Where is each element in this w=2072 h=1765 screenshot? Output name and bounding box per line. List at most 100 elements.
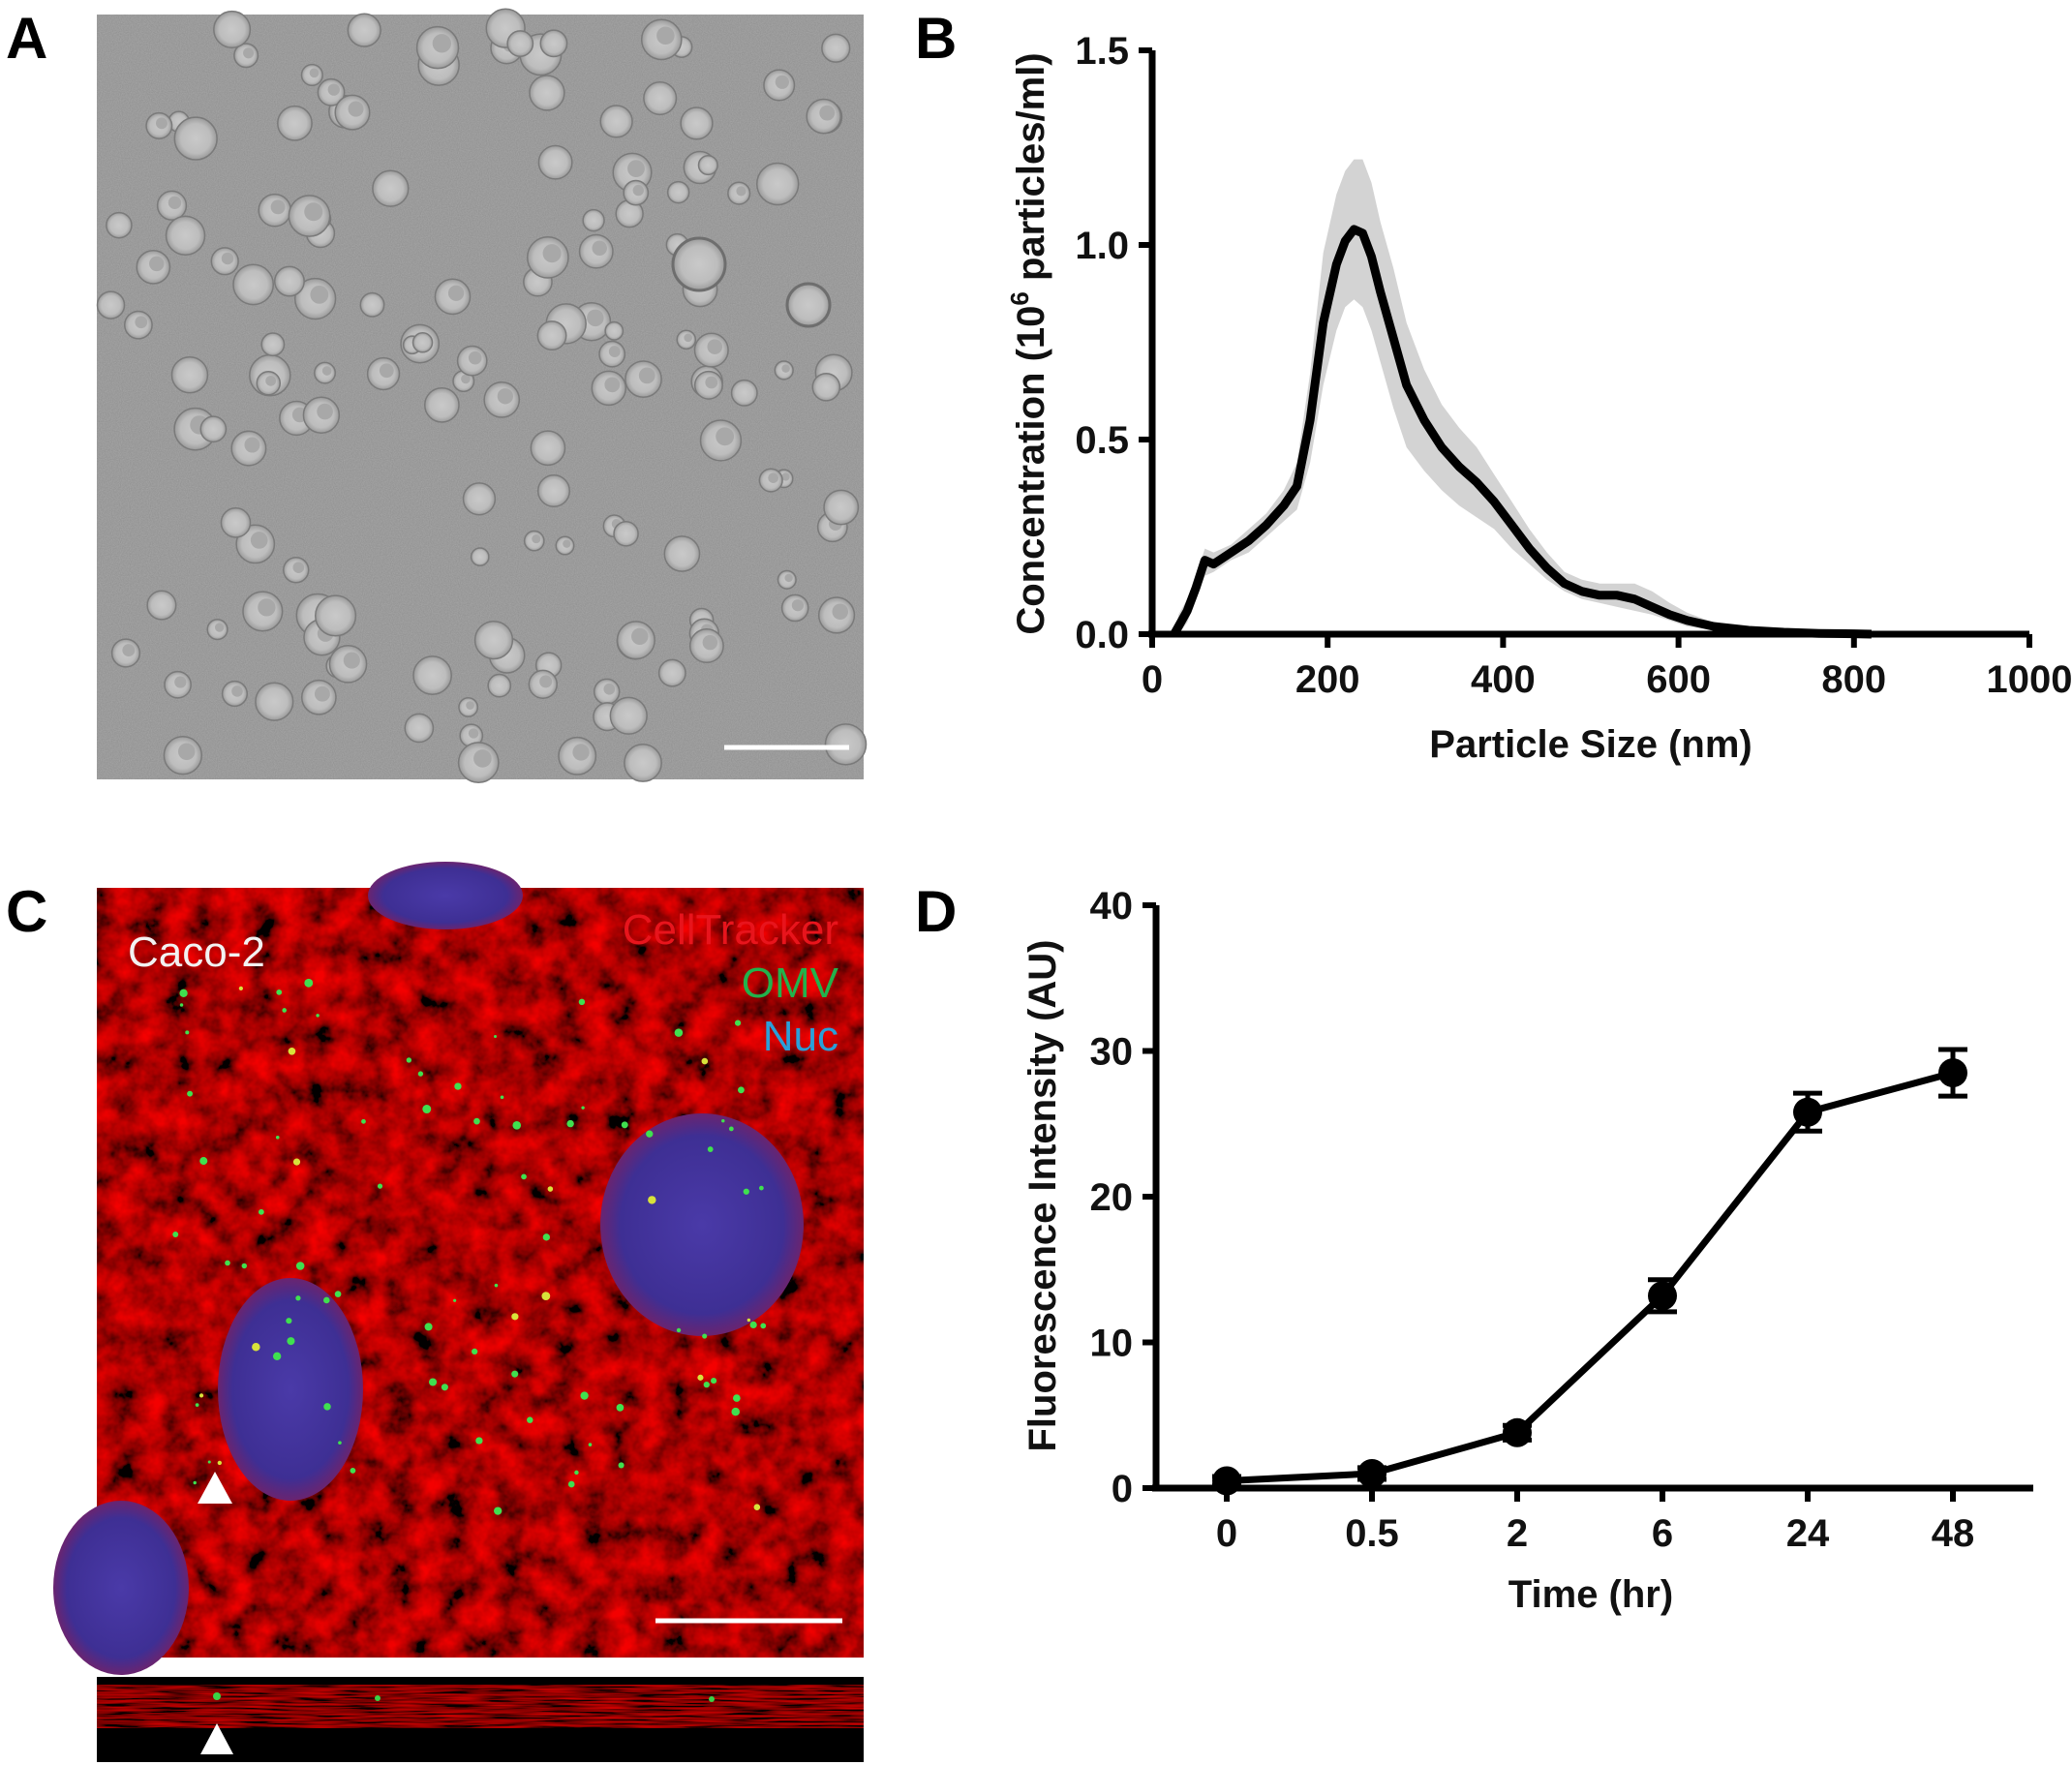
vesicle <box>823 489 860 526</box>
vesicle-cup <box>702 634 718 651</box>
omv-dot <box>578 998 586 1006</box>
vesicle-cup <box>587 309 604 327</box>
vesicle <box>255 682 294 721</box>
omv-dot <box>676 1327 682 1333</box>
vesicle <box>624 744 662 782</box>
omv-dot <box>574 1470 579 1476</box>
vesicle-cup <box>122 644 136 657</box>
omv-dot <box>674 1028 684 1037</box>
vesicle-cup <box>832 603 849 621</box>
vesicle-cup <box>736 186 747 197</box>
omv-dot <box>361 1118 366 1124</box>
b-x-tick-label: 200 <box>1295 658 1360 701</box>
omv-dot <box>454 1082 462 1090</box>
omv-dot <box>316 1014 320 1018</box>
vesicle-cup <box>532 534 541 544</box>
omv-dot <box>702 1333 708 1339</box>
vesicle <box>473 620 514 660</box>
vesicle-cup <box>327 83 340 96</box>
d-y-tick-label: 0 <box>1112 1468 1133 1510</box>
omv-dot <box>350 1467 356 1474</box>
vesicle-cup <box>348 101 364 117</box>
omv-dot <box>406 1057 412 1063</box>
vesicle <box>470 547 490 566</box>
b-x-tick-label: 1000 <box>1987 658 2072 701</box>
panel-a-letter: A <box>6 6 48 71</box>
omv-dot <box>475 1437 483 1445</box>
omv-dot <box>252 1343 260 1352</box>
omv-dot <box>527 1416 533 1423</box>
vesicle-cup <box>214 623 225 632</box>
vesicle-cup <box>784 573 793 583</box>
vesicle-cup <box>317 403 333 420</box>
vesicle-cup <box>768 472 778 483</box>
omv-dot <box>648 1196 656 1204</box>
vesicle-cup <box>379 363 394 379</box>
vesicle <box>173 116 218 161</box>
omv-dot <box>697 1374 704 1381</box>
vesicle <box>347 13 381 47</box>
vesicle <box>539 29 568 58</box>
vesicle-cup <box>473 749 492 768</box>
vesicle <box>730 379 758 407</box>
vesicle-cup <box>632 184 644 197</box>
omv-dot <box>304 978 314 988</box>
omv-dot <box>646 1130 654 1138</box>
concentration-line <box>1170 225 1872 639</box>
vesicle <box>821 33 851 63</box>
omv-dots <box>172 978 767 1515</box>
omv-dot <box>441 1384 448 1391</box>
d-x-tick-label: 6 <box>1652 1512 1673 1555</box>
z-omv-dot <box>213 1692 221 1700</box>
omv-dot <box>323 1403 331 1411</box>
d-data-point <box>1648 1281 1677 1311</box>
vesicle <box>314 594 357 637</box>
omv-dot <box>424 1323 433 1331</box>
omv-dot <box>721 1118 725 1123</box>
omv-dot <box>500 1095 504 1100</box>
vesicle-cup <box>321 366 332 376</box>
d-data-point <box>1357 1458 1386 1488</box>
vesicle <box>824 723 868 766</box>
vesicle-cup <box>231 685 243 697</box>
b-x-tick-label: 800 <box>1821 658 1886 701</box>
vesicle-cup <box>309 68 320 78</box>
vesicle <box>462 482 497 516</box>
vesicle-cup <box>604 377 621 393</box>
vesicle <box>666 180 690 204</box>
omv-dot <box>542 1233 551 1241</box>
vesicle-cup <box>466 701 474 710</box>
omv-dot <box>195 1403 199 1407</box>
panel-d-chart: 0 0.5 2 6 24 48 0 10 20 30 40 Time (hr) Fluorescen… <box>1021 885 2033 1616</box>
vesicle <box>220 507 252 538</box>
vesicle <box>657 658 686 687</box>
panel-a-tem-image <box>96 8 868 783</box>
vesicle-cup <box>221 252 234 265</box>
vesicle-cup <box>563 539 571 548</box>
vesicle-cup <box>174 676 187 688</box>
vesicle-cup <box>608 346 621 357</box>
nucleus-2 <box>600 1113 804 1336</box>
z-omv-dot <box>709 1696 715 1702</box>
panel-b-chart: 0 200 400 600 800 1000 0.0 0.5 1.0 1.5 Particle S… <box>1005 30 2072 766</box>
omv-dot <box>179 1003 184 1007</box>
vesicle-cup <box>638 367 655 384</box>
vesicle-cup <box>781 364 790 373</box>
vesicle-cup <box>631 627 649 646</box>
vesicle <box>536 320 567 351</box>
b-y-tick-label: 1.5 <box>1075 30 1129 73</box>
vesicle <box>372 169 410 207</box>
omv-dot <box>187 1090 194 1097</box>
panel-c-confocal-image: Caco-2 CellTracker OMV Nuc <box>53 862 864 1762</box>
omv-dot <box>711 1378 717 1385</box>
vesicle <box>232 263 275 306</box>
d-x-tick-label: 0.5 <box>1345 1512 1399 1555</box>
vesicle <box>609 696 648 735</box>
omv-dot <box>185 1030 190 1035</box>
vesicle-cup <box>791 599 805 612</box>
omv-dot <box>276 989 283 995</box>
vesicle <box>529 75 565 111</box>
vesicle-cup <box>310 285 329 304</box>
omv-dot <box>472 1348 478 1355</box>
vesicle <box>599 105 633 138</box>
